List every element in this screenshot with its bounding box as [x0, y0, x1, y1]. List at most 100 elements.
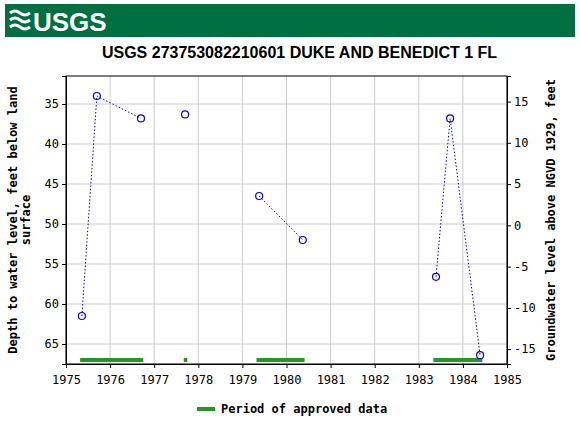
tick-mark: [331, 364, 332, 368]
tick-mark: [463, 364, 464, 368]
data-point: [256, 193, 263, 200]
tick-mark: [507, 143, 511, 144]
tick-mark: [62, 224, 66, 225]
tick-label: 45: [45, 177, 59, 191]
header-banner: [5, 4, 575, 37]
tick: 60: [45, 297, 66, 311]
tick: 10: [507, 136, 528, 150]
axis: 35404550556065: [45, 77, 67, 365]
axis-line: [62, 77, 67, 365]
tick-label: -15: [514, 342, 536, 356]
y-axis-label: surface: [19, 195, 33, 246]
tick: 1985: [493, 364, 522, 387]
tick: 1981: [317, 364, 346, 387]
tick-label: 1982: [361, 373, 390, 387]
tick-mark: [62, 264, 66, 265]
tick-label: 1979: [228, 373, 257, 387]
data-point: [447, 115, 454, 122]
tick-mark: [154, 364, 155, 368]
data-point: [477, 352, 484, 359]
tick-label: 1983: [405, 373, 434, 387]
tick-mark: [419, 364, 420, 368]
tick-label: 35: [45, 97, 59, 111]
tick-mark: [375, 364, 376, 368]
grid-line-y: [66, 104, 507, 105]
tick-label: 10: [514, 136, 528, 150]
tick: 1982: [361, 364, 390, 387]
tick-label: 1980: [273, 373, 302, 387]
tick: 1980: [273, 364, 302, 387]
tick: -5: [507, 260, 528, 274]
tick: 5: [507, 177, 521, 191]
logo-wave: [10, 25, 30, 29]
grid-line-y: [66, 344, 507, 345]
grid-line-x: [374, 76, 375, 364]
tick-label: 55: [45, 257, 59, 271]
tick-mark: [507, 225, 511, 226]
tick-label: 1985: [493, 373, 522, 387]
grid-line-x: [198, 76, 199, 364]
tick-label: 1981: [317, 373, 346, 387]
tick-label: -10: [514, 301, 536, 315]
approved-period: [257, 358, 305, 362]
grid: [66, 76, 507, 364]
grid-line-x: [242, 76, 243, 364]
tick-label: 65: [45, 337, 59, 351]
tick-mark: [507, 308, 511, 309]
tick: 45: [45, 177, 66, 191]
legend: Period of approved data: [197, 402, 387, 416]
data-point: [299, 237, 306, 244]
tick-mark: [507, 267, 511, 268]
axis-line: [508, 77, 512, 365]
axis: 1975197619771978197919801981198219831984…: [52, 364, 522, 387]
tick-mark: [62, 144, 66, 145]
series-line: [82, 96, 480, 355]
tick-label: 1976: [96, 373, 125, 387]
tick-label: 1978: [184, 373, 213, 387]
logo-wave: [10, 11, 30, 15]
tick-mark: [287, 364, 288, 368]
logo-wave: [10, 18, 30, 22]
approved-period: [433, 358, 482, 362]
approved-period: [80, 358, 143, 362]
tick-label: 60: [45, 297, 59, 311]
tick-mark: [62, 104, 66, 105]
tick-mark: [507, 349, 511, 350]
axis: -15-10-5051015: [507, 77, 536, 365]
data-point: [78, 313, 85, 320]
logo-text: USGS: [33, 7, 107, 37]
tick: 1978: [184, 364, 213, 387]
tick-mark: [507, 102, 511, 103]
title: USGS 273753082210601 DUKE AND BENEDICT 1…: [102, 44, 497, 61]
grid-line-x: [462, 76, 463, 364]
tick: -10: [507, 301, 536, 315]
tick: 15: [507, 95, 528, 109]
tick-mark: [62, 344, 66, 345]
tick: 65: [45, 337, 66, 351]
tick: -15: [507, 342, 536, 356]
tick-mark: [110, 364, 111, 368]
grid-line-x: [418, 76, 419, 364]
data-point: [137, 115, 144, 122]
grid-line-x: [286, 76, 287, 364]
tick: 35: [45, 97, 66, 111]
tick-mark: [507, 184, 511, 185]
legend-swatch: [197, 407, 215, 411]
tick-mark: [62, 184, 66, 185]
y-axis-label: Depth to water level, feet below land: [6, 86, 20, 353]
approved-period: [184, 358, 188, 362]
legend-label: Period of approved data: [221, 402, 387, 416]
grid-line-x: [110, 76, 111, 364]
grid-line-y: [66, 144, 507, 145]
tick-label: 15: [514, 95, 528, 109]
axis-line: [67, 365, 508, 369]
tick: 50: [45, 217, 66, 231]
grid-line-y: [66, 184, 507, 185]
grid-line-y: [66, 264, 507, 265]
grid-line-x: [154, 76, 155, 364]
header: USGS: [5, 4, 575, 37]
grid-line-x: [330, 76, 331, 364]
plot-area: [78, 93, 483, 361]
data-point: [432, 273, 439, 280]
tick-mark: [62, 304, 66, 305]
